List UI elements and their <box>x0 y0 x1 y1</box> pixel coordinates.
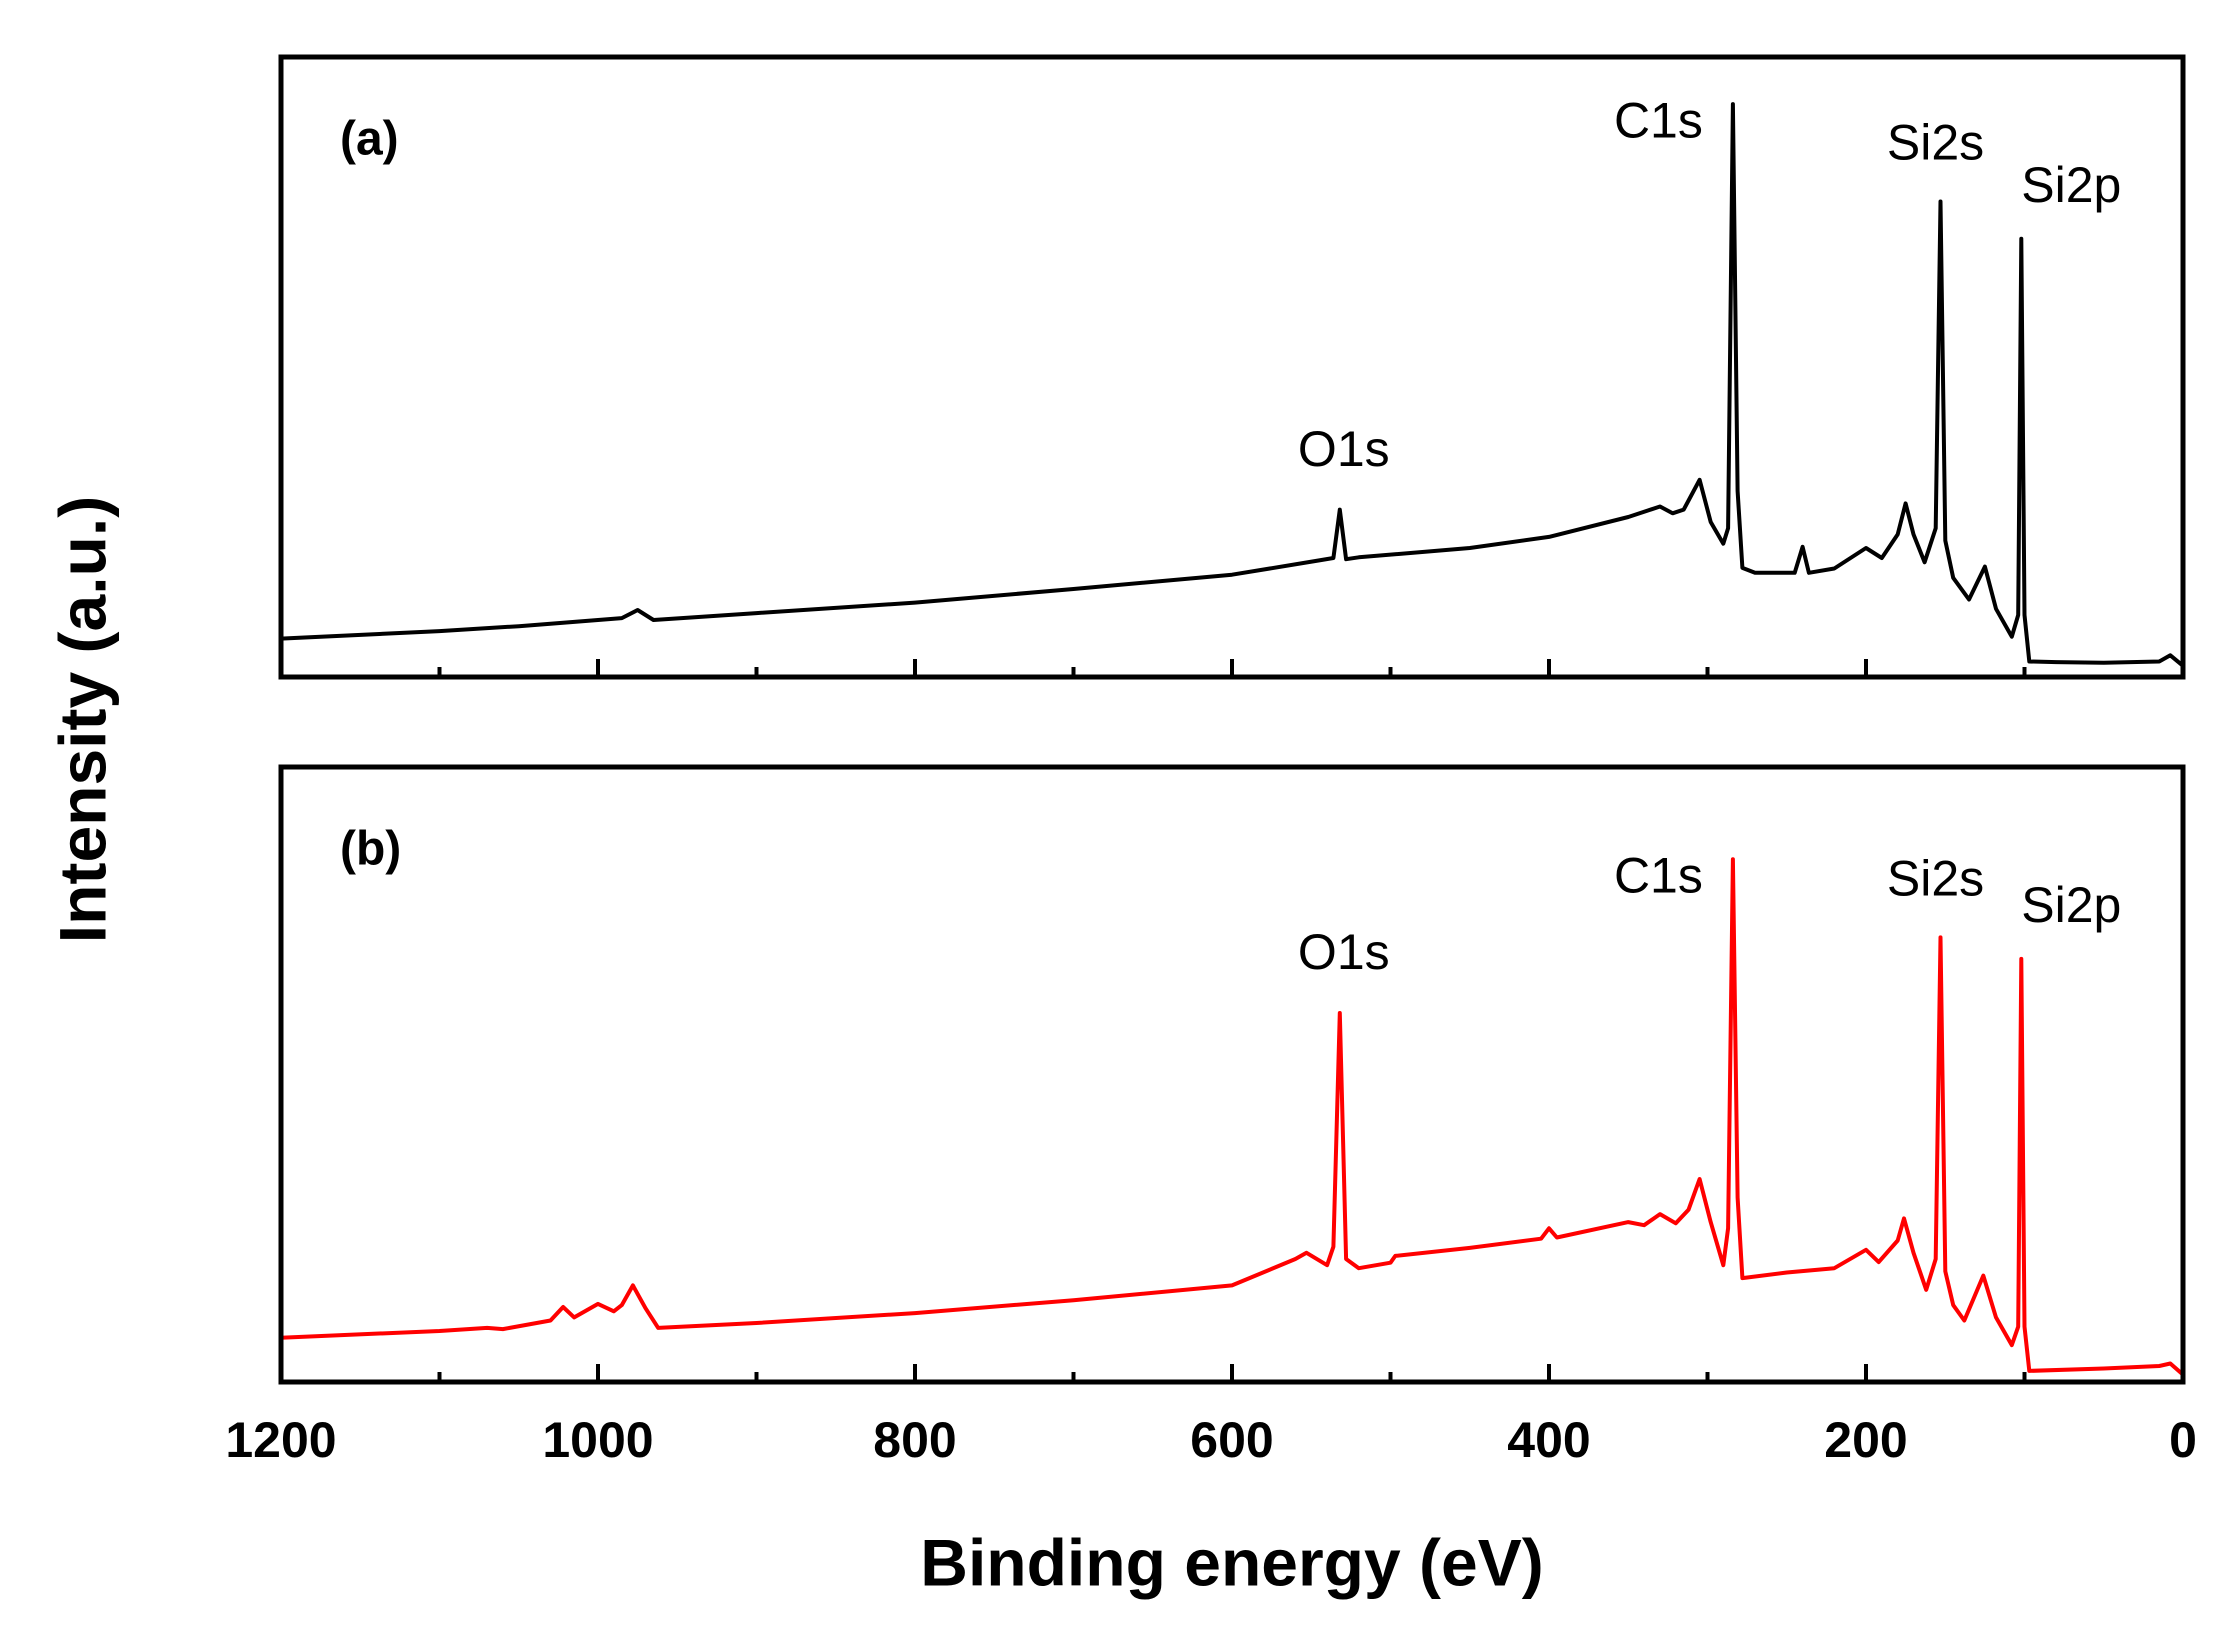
x-tick-label: 0 <box>2169 1412 2197 1468</box>
x-tick-label: 800 <box>873 1412 956 1468</box>
y-axis-title: Intensity (a.u.) <box>45 496 119 943</box>
peak-label: O1s <box>1298 421 1390 477</box>
x-tick-label: 1000 <box>542 1412 653 1468</box>
x-tick-label: 400 <box>1507 1412 1590 1468</box>
panel-label: (a) <box>340 113 399 166</box>
x-axis-title: Binding energy (eV) <box>920 1525 1543 1599</box>
peak-label: C1s <box>1614 92 1703 148</box>
peak-label: O1s <box>1298 924 1390 980</box>
peak-label: Si2p <box>2021 877 2121 933</box>
panel-label: (b) <box>340 823 401 876</box>
peak-label: Si2s <box>1887 115 1984 171</box>
x-tick-label: 200 <box>1824 1412 1907 1468</box>
spectrum-line <box>280 102 2185 668</box>
peak-label: Si2s <box>1887 851 1984 907</box>
x-tick-label: 600 <box>1190 1412 1273 1468</box>
spectrum-line <box>280 857 2185 1377</box>
plot-frame <box>278 764 2186 1385</box>
plot-frame <box>278 54 2186 680</box>
peak-label: C1s <box>1614 847 1703 903</box>
peak-label: Si2p <box>2021 157 2121 213</box>
x-tick-label: 1200 <box>225 1412 336 1468</box>
